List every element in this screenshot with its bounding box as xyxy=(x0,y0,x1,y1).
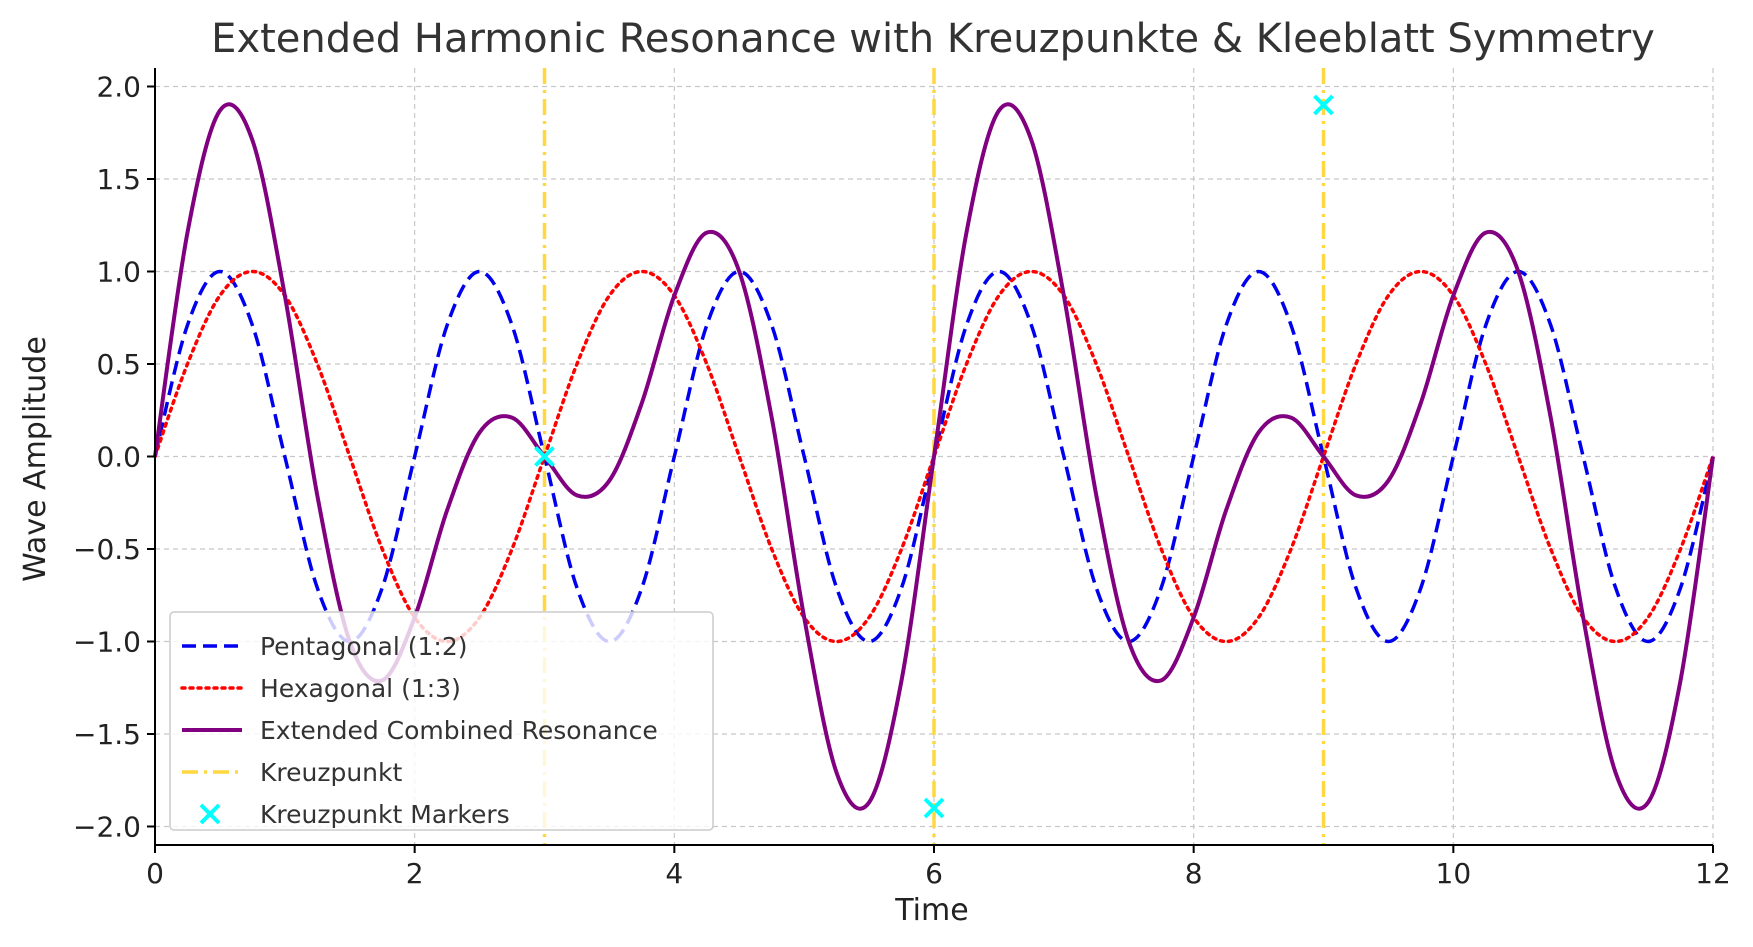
y-tick-label: −0.5 xyxy=(73,533,141,566)
legend-label: Hexagonal (1:3) xyxy=(260,674,461,703)
legend-entry: Hexagonal (1:3) xyxy=(180,674,461,703)
axes xyxy=(147,68,1714,853)
tick-labels: 0 2 4 6 8 10 12 2.0 1.5 1.0 0.5 0.0 −0.5 −1.0 −1.5 −2.0 xyxy=(73,71,1731,891)
kreuzpunkt-marker xyxy=(534,446,555,467)
y-tick-label: 2.0 xyxy=(96,71,141,104)
y-tick-label: 0.0 xyxy=(96,441,141,474)
legend-entry: Kreuzpunkt xyxy=(182,758,403,787)
x-tick-label: 12 xyxy=(1695,857,1731,890)
legend: Pentagonal (1:2) Hexagonal (1:3) Extended … xyxy=(169,611,714,831)
x-tick-label: 8 xyxy=(1185,857,1203,890)
legend-label: Kreuzpunkt Markers xyxy=(260,800,510,829)
kreuzpunkt-lines xyxy=(542,68,1326,845)
x-tick-label: 10 xyxy=(1436,857,1472,890)
kreuzpunkt-marker xyxy=(1313,94,1334,116)
y-tick-label: −1.0 xyxy=(73,626,141,659)
kreuzpunkt-markers xyxy=(534,94,1334,819)
legend-entry: Kreuzpunkt Markers xyxy=(199,800,510,829)
x-tick-label: 2 xyxy=(406,857,424,890)
legend-box xyxy=(169,611,714,831)
x-tick-label: 0 xyxy=(146,857,164,890)
y-tick-label: 1.0 xyxy=(96,256,141,289)
y-tick-label: −2.0 xyxy=(73,811,141,844)
x-tick-label: 4 xyxy=(665,857,683,890)
y-tick-label: −1.5 xyxy=(73,718,141,751)
y-tick-label: 0.5 xyxy=(96,348,141,381)
y-tick-label: 1.5 xyxy=(96,163,141,196)
y-axis-label: Wave Amplitude xyxy=(18,336,53,582)
legend-entry: Pentagonal (1:2) xyxy=(182,632,468,661)
kreuzpunkt-marker xyxy=(923,797,945,819)
x-axis-label: Time xyxy=(894,893,968,928)
legend-label: Extended Combined Resonance xyxy=(260,716,658,745)
chart-title: Extended Harmonic Resonance with Kreuzpu… xyxy=(211,16,1655,62)
x-tick-label: 6 xyxy=(925,857,943,890)
legend-entry: Extended Combined Resonance xyxy=(182,716,658,745)
legend-label: Pentagonal (1:2) xyxy=(260,632,468,661)
legend-label: Kreuzpunkt xyxy=(260,758,403,787)
